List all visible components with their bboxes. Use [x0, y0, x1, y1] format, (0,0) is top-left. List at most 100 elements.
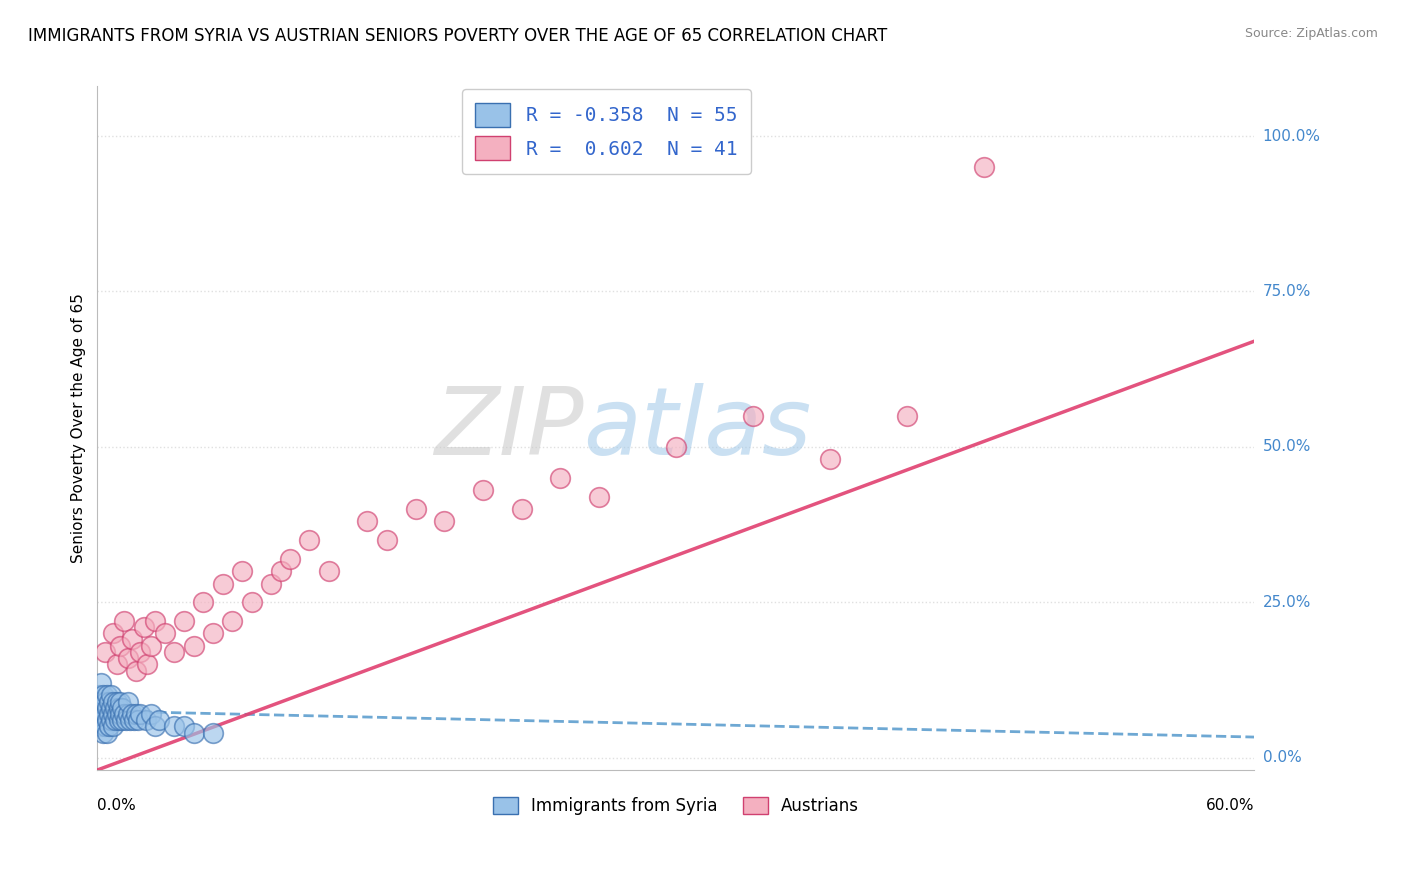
- Text: 60.0%: 60.0%: [1206, 798, 1254, 813]
- Point: [211, 576, 233, 591]
- Point: [101, 707, 124, 722]
- Point: [973, 160, 995, 174]
- Point: [120, 713, 142, 727]
- Point: [405, 502, 427, 516]
- Point: [89, 701, 111, 715]
- Point: [153, 626, 176, 640]
- Point: [173, 719, 195, 733]
- Point: [183, 725, 205, 739]
- Point: [117, 695, 139, 709]
- Point: [96, 701, 118, 715]
- Point: [818, 452, 841, 467]
- Point: [125, 664, 148, 678]
- Point: [110, 707, 132, 722]
- Point: [163, 719, 186, 733]
- Legend: Immigrants from Syria, Austrians: Immigrants from Syria, Austrians: [485, 789, 868, 823]
- Point: [141, 639, 163, 653]
- Point: [110, 695, 132, 709]
- Point: [375, 533, 398, 547]
- Point: [97, 707, 120, 722]
- Point: [101, 719, 124, 733]
- Point: [91, 713, 114, 727]
- Point: [127, 713, 149, 727]
- Point: [101, 695, 124, 709]
- Point: [588, 490, 610, 504]
- Point: [548, 471, 571, 485]
- Text: Source: ZipAtlas.com: Source: ZipAtlas.com: [1244, 27, 1378, 40]
- Text: 0.0%: 0.0%: [97, 798, 136, 813]
- Text: atlas: atlas: [583, 383, 811, 474]
- Point: [298, 533, 321, 547]
- Point: [202, 626, 225, 640]
- Point: [128, 707, 150, 722]
- Point: [94, 695, 117, 709]
- Point: [91, 701, 114, 715]
- Point: [97, 695, 120, 709]
- Point: [278, 551, 301, 566]
- Point: [163, 645, 186, 659]
- Text: 0.0%: 0.0%: [1263, 750, 1302, 765]
- Point: [117, 707, 139, 722]
- Point: [105, 657, 128, 672]
- Point: [510, 502, 533, 516]
- Point: [90, 676, 112, 690]
- Point: [107, 713, 129, 727]
- Point: [143, 614, 166, 628]
- Y-axis label: Seniors Poverty Over the Age of 65: Seniors Poverty Over the Age of 65: [72, 293, 86, 563]
- Point: [96, 725, 118, 739]
- Point: [100, 689, 122, 703]
- Text: 100.0%: 100.0%: [1263, 128, 1320, 144]
- Point: [240, 595, 263, 609]
- Point: [125, 707, 148, 722]
- Point: [90, 695, 112, 709]
- Point: [742, 409, 765, 423]
- Point: [96, 713, 118, 727]
- Point: [148, 713, 170, 727]
- Point: [117, 651, 139, 665]
- Point: [94, 645, 117, 659]
- Point: [100, 701, 122, 715]
- Text: 25.0%: 25.0%: [1263, 595, 1310, 610]
- Point: [110, 639, 132, 653]
- Point: [111, 713, 134, 727]
- Point: [136, 657, 159, 672]
- Point: [173, 614, 195, 628]
- Point: [665, 440, 688, 454]
- Point: [121, 632, 143, 647]
- Point: [896, 409, 918, 423]
- Point: [101, 626, 124, 640]
- Point: [89, 713, 111, 727]
- Point: [202, 725, 225, 739]
- Point: [91, 689, 114, 703]
- Point: [122, 713, 145, 727]
- Point: [96, 689, 118, 703]
- Point: [94, 707, 117, 722]
- Point: [472, 483, 495, 498]
- Point: [356, 515, 378, 529]
- Point: [89, 689, 111, 703]
- Point: [128, 645, 150, 659]
- Point: [111, 701, 134, 715]
- Point: [433, 515, 456, 529]
- Text: IMMIGRANTS FROM SYRIA VS AUSTRIAN SENIORS POVERTY OVER THE AGE OF 65 CORRELATION: IMMIGRANTS FROM SYRIA VS AUSTRIAN SENIOR…: [28, 27, 887, 45]
- Text: 50.0%: 50.0%: [1263, 440, 1310, 454]
- Point: [97, 719, 120, 733]
- Point: [90, 707, 112, 722]
- Point: [143, 719, 166, 733]
- Point: [221, 614, 243, 628]
- Point: [270, 564, 292, 578]
- Point: [104, 701, 127, 715]
- Point: [100, 713, 122, 727]
- Point: [318, 564, 340, 578]
- Point: [132, 620, 155, 634]
- Point: [105, 695, 128, 709]
- Point: [231, 564, 253, 578]
- Point: [112, 707, 135, 722]
- Point: [112, 614, 135, 628]
- Text: 75.0%: 75.0%: [1263, 284, 1310, 299]
- Point: [91, 725, 114, 739]
- Point: [193, 595, 215, 609]
- Point: [183, 639, 205, 653]
- Point: [121, 707, 143, 722]
- Point: [107, 701, 129, 715]
